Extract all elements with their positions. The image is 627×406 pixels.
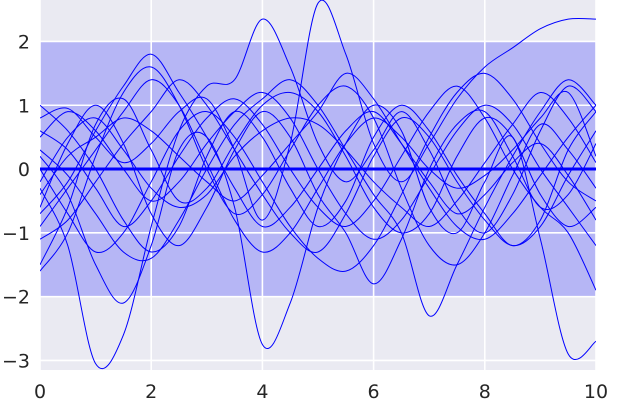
sample-line-11 xyxy=(40,72,596,272)
sample-line-10 xyxy=(40,79,596,253)
y-tick-label: 0 xyxy=(18,159,30,181)
sample-line-3 xyxy=(40,0,596,221)
x-tick-label: 6 xyxy=(368,381,380,403)
y-tick-label: 1 xyxy=(18,95,30,117)
sample-line-1 xyxy=(40,18,596,370)
y-tick-label: 2 xyxy=(18,31,30,53)
x-tick-label: 2 xyxy=(145,381,157,403)
sample-series-group xyxy=(40,0,596,370)
x-tick-label: 10 xyxy=(584,381,608,403)
x-tick-label: 0 xyxy=(34,381,46,403)
y-tick-label: −3 xyxy=(2,350,30,372)
sample-line-7 xyxy=(40,104,596,253)
x-axis-ticks: 0 2 4 6 8 10 xyxy=(34,381,608,403)
x-tick-label: 4 xyxy=(256,381,268,403)
x-tick-label: 8 xyxy=(479,381,491,403)
y-axis-ticks: −3 −2 −1 0 1 2 xyxy=(2,31,30,372)
y-tick-label: −1 xyxy=(2,223,30,245)
y-tick-label: −2 xyxy=(2,287,30,309)
sample-line-15 xyxy=(40,85,596,291)
plot-background xyxy=(40,0,596,370)
sample-line-12 xyxy=(40,72,596,241)
sample-line-16 xyxy=(40,79,596,253)
sample-line-8 xyxy=(40,91,596,227)
